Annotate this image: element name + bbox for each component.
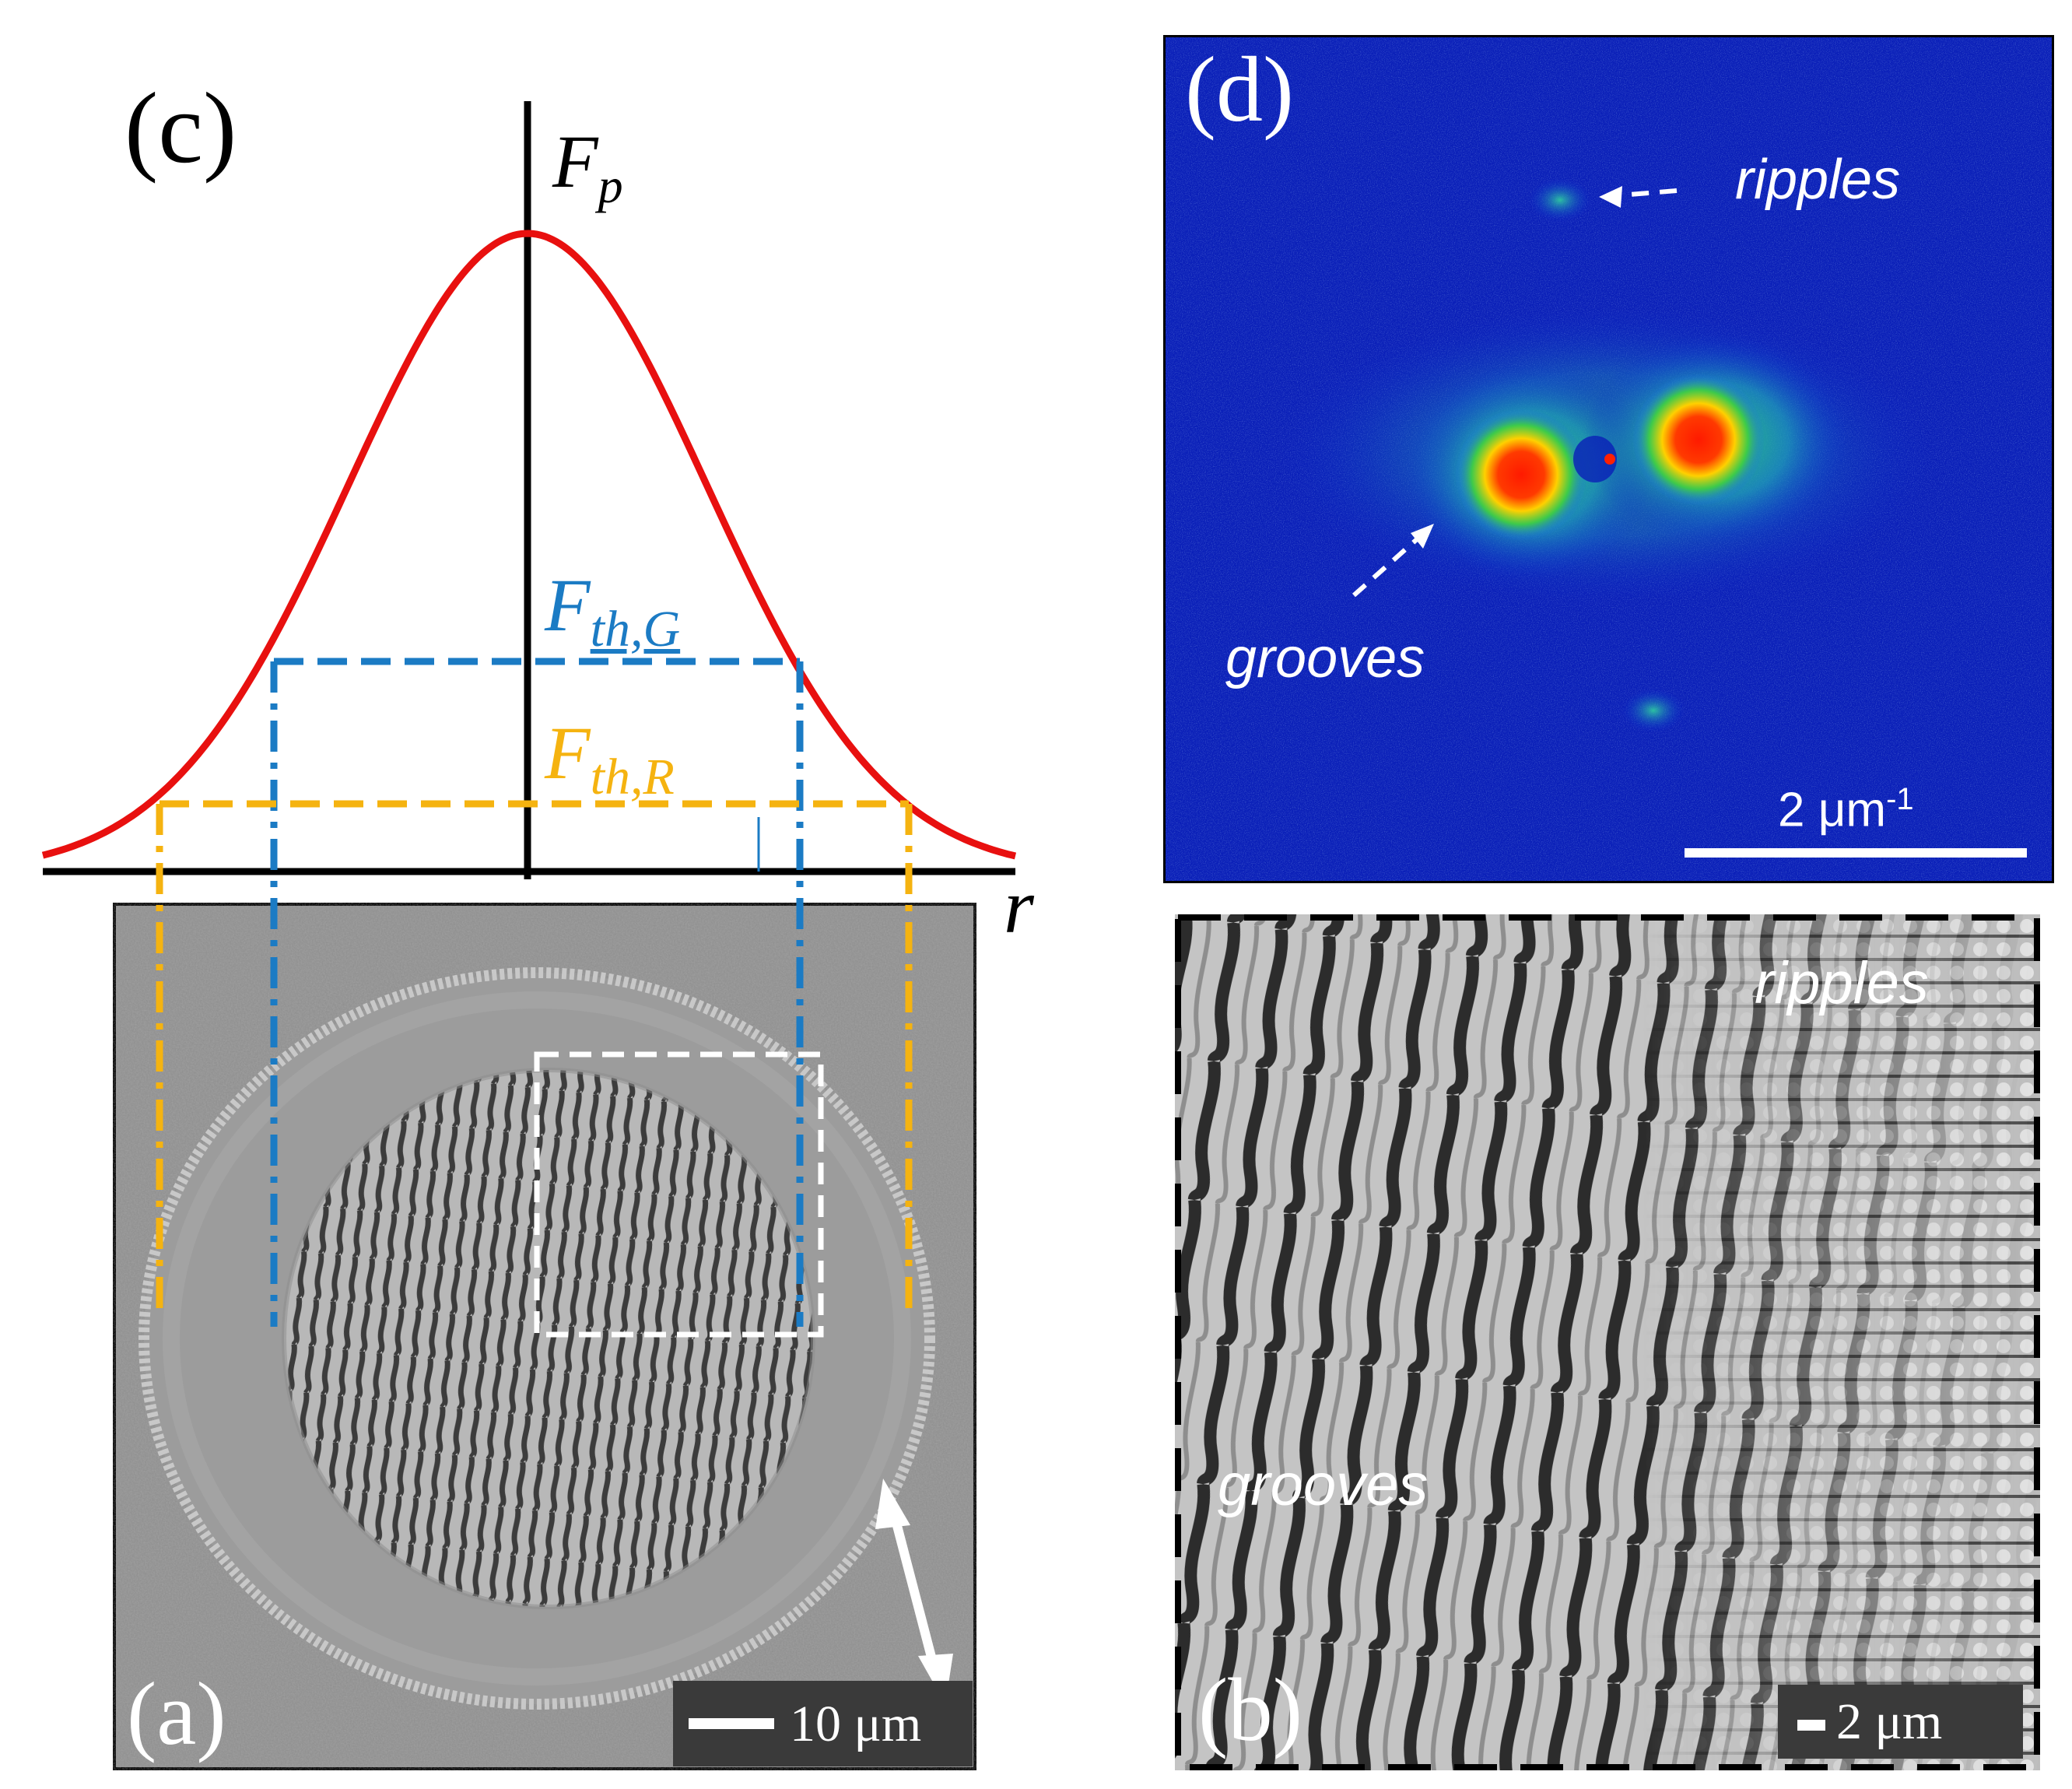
fft-scalebar-label: 2 μm-1 [1778, 782, 1914, 837]
r-axis-label: r [1004, 863, 1034, 949]
threshold-ripples-label: Fth,R [545, 711, 675, 806]
panel-a: (a) 10 μm [110, 900, 980, 1773]
panel-d-label: (d) [1185, 37, 1294, 141]
panel-b-label: (b) [1198, 1661, 1303, 1759]
sem-b-scalebar-label: 2 μm [1836, 1693, 1943, 1750]
fft-grooves-label: grooves [1225, 627, 1425, 689]
peak-fluence-label: Fp [552, 120, 623, 214]
threshold-grooves-label: Fth,G [545, 563, 681, 658]
fft-ripples-label: ripples [1735, 149, 1901, 211]
sem-a-scalebar-label: 10 μm [790, 1696, 922, 1752]
fft-scalebar [1685, 848, 2027, 858]
fft-annotation-arrows [1352, 186, 1678, 598]
sem-b-grooves-label: grooves [1218, 1452, 1429, 1518]
panel-d: (d) ripples grooves 2 μm-1 [1161, 33, 2056, 886]
panel-b: ripples grooves (b) 2 μm [1175, 914, 2040, 1770]
sem-b-ripples-label: ripples [1755, 950, 1929, 1016]
panel-a-label: (a) [127, 1664, 226, 1763]
sem-crater-image [110, 900, 980, 1773]
fft-map-image [1161, 33, 2056, 886]
sem-zoom-image [1175, 914, 2040, 1770]
panel-c-label: (c) [124, 72, 237, 184]
gaussian-curve [41, 230, 1017, 860]
